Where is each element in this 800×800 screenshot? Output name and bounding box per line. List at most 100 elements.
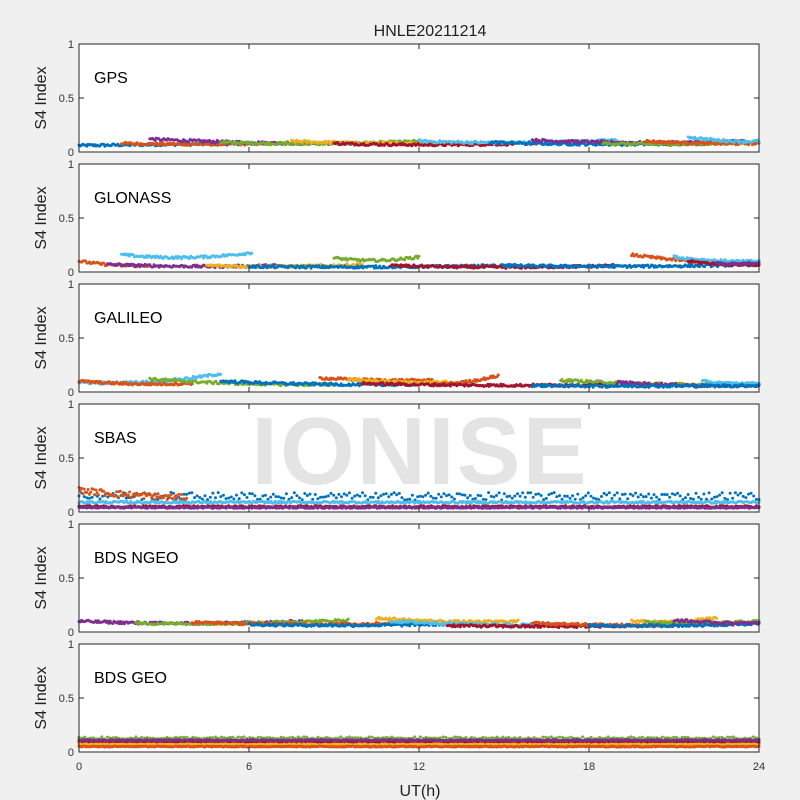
data-point bbox=[678, 494, 682, 498]
data-point bbox=[655, 495, 659, 499]
data-point bbox=[600, 495, 603, 498]
data-point bbox=[190, 491, 194, 495]
data-point bbox=[747, 492, 750, 496]
data-point bbox=[208, 495, 212, 499]
data-point bbox=[496, 373, 500, 377]
plot-area bbox=[79, 284, 759, 392]
data-point bbox=[116, 495, 120, 499]
data-point bbox=[417, 254, 421, 258]
data-point bbox=[130, 495, 134, 499]
data-point bbox=[668, 495, 672, 499]
data-point bbox=[731, 496, 735, 500]
data-point bbox=[237, 497, 241, 501]
data-point bbox=[744, 496, 748, 500]
data-point bbox=[626, 497, 630, 501]
data-point bbox=[113, 494, 117, 498]
data-point bbox=[214, 496, 217, 500]
y-tick-label: 1 bbox=[68, 39, 74, 51]
data-point bbox=[594, 497, 598, 501]
data-point bbox=[660, 493, 664, 496]
data-point bbox=[90, 495, 94, 499]
data-point bbox=[323, 139, 327, 143]
plot-area bbox=[79, 44, 759, 152]
data-point bbox=[749, 491, 753, 495]
data-point bbox=[238, 142, 242, 146]
data-point bbox=[642, 495, 645, 499]
data-point bbox=[702, 492, 706, 496]
data-point bbox=[115, 490, 119, 494]
data-point bbox=[85, 496, 89, 500]
data-point bbox=[741, 494, 745, 498]
data-point bbox=[142, 497, 146, 501]
data-point bbox=[232, 497, 236, 501]
data-point bbox=[98, 497, 102, 501]
data-point bbox=[91, 487, 95, 491]
figure-title: HNLE20211214 bbox=[374, 23, 487, 40]
panel-label: GPS bbox=[94, 70, 128, 87]
data-point bbox=[694, 491, 698, 495]
data-point bbox=[216, 491, 220, 495]
y-tick-label: 0.5 bbox=[59, 333, 74, 345]
data-point bbox=[85, 491, 89, 494]
data-point bbox=[185, 496, 189, 500]
data-point bbox=[187, 491, 191, 495]
data-point bbox=[119, 489, 122, 493]
data-point bbox=[165, 498, 169, 501]
data-point bbox=[723, 496, 727, 500]
data-point bbox=[631, 494, 635, 498]
y-tick-label: 0 bbox=[68, 267, 74, 279]
data-point bbox=[684, 496, 687, 500]
data-point bbox=[93, 493, 97, 497]
data-point bbox=[148, 493, 152, 496]
data-point bbox=[193, 496, 196, 500]
data-point bbox=[88, 496, 91, 500]
data-point bbox=[697, 495, 701, 499]
y-tick-label: 0 bbox=[68, 147, 74, 159]
data-point bbox=[82, 487, 86, 491]
data-point bbox=[168, 496, 172, 499]
data-point bbox=[710, 497, 714, 501]
data-point bbox=[249, 142, 252, 146]
panel-label: GALILEO bbox=[94, 310, 162, 327]
data-point bbox=[89, 490, 93, 494]
data-point bbox=[180, 493, 183, 496]
data-point bbox=[607, 491, 611, 495]
data-point bbox=[185, 492, 189, 496]
data-point bbox=[94, 488, 98, 492]
data-point bbox=[86, 488, 90, 491]
data-point bbox=[152, 493, 156, 497]
data-point bbox=[156, 492, 160, 496]
data-point bbox=[699, 497, 703, 501]
data-point bbox=[124, 496, 128, 500]
data-point bbox=[605, 493, 609, 497]
data-point bbox=[224, 497, 228, 501]
data-point bbox=[673, 493, 677, 497]
data-point bbox=[720, 491, 724, 495]
data-point bbox=[615, 491, 619, 495]
data-point bbox=[227, 496, 231, 500]
panel-label: GLONASS bbox=[94, 190, 171, 207]
data-point bbox=[177, 492, 181, 496]
data-point bbox=[229, 495, 233, 499]
data-point bbox=[621, 493, 624, 496]
data-point bbox=[623, 492, 627, 496]
data-point bbox=[733, 491, 737, 495]
data-point bbox=[219, 495, 223, 499]
y-tick-label: 1 bbox=[68, 279, 74, 291]
data-point bbox=[707, 491, 711, 495]
data-points bbox=[77, 135, 761, 148]
data-point bbox=[153, 139, 157, 142]
data-point bbox=[169, 493, 173, 496]
data-point bbox=[718, 493, 722, 497]
data-point bbox=[670, 492, 674, 496]
data-point bbox=[636, 495, 640, 499]
data-point bbox=[644, 495, 648, 499]
data-point bbox=[164, 494, 168, 498]
data-point bbox=[602, 491, 606, 495]
data-point bbox=[647, 492, 651, 496]
data-point bbox=[728, 491, 732, 495]
